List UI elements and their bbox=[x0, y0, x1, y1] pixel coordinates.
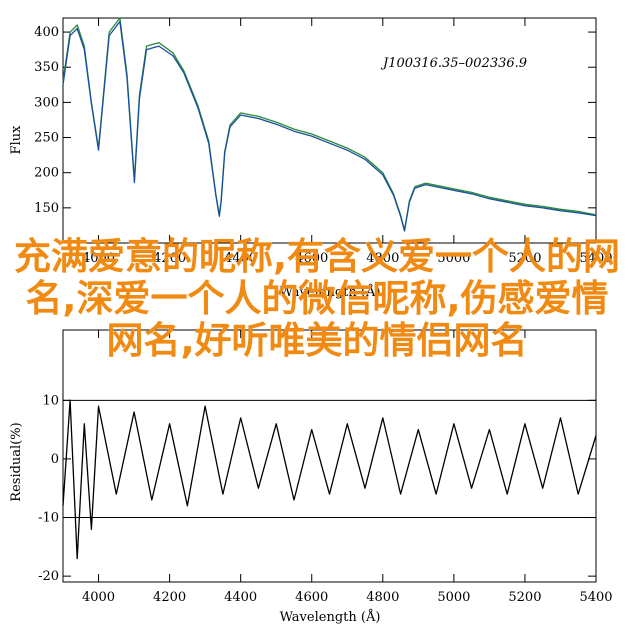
residual-x-axis: 4000 4200 4400 4600 4800 5000 5200 5400 bbox=[82, 330, 613, 605]
flux-x-axis-title: Wavelength (Å) bbox=[280, 284, 381, 300]
flux-y-tick-label: 300 bbox=[34, 95, 59, 110]
residual-y-axis-title: Residual(%) bbox=[9, 422, 24, 501]
flux-x-tick-label: 4000 bbox=[82, 251, 115, 266]
flux-x-tick-label: 4600 bbox=[295, 251, 328, 266]
flux-x-tick-label: 4200 bbox=[153, 251, 186, 266]
residual-series-group bbox=[62, 399, 597, 560]
residual-reference-lines bbox=[63, 399, 596, 519]
flux-series-group bbox=[62, 17, 597, 232]
flux-x-tick-label: 4400 bbox=[224, 251, 257, 266]
residual-x-axis-title: Wavelength (Å) bbox=[280, 609, 381, 625]
residual-y-tick-label: -10 bbox=[38, 511, 59, 526]
residual-y-tick-label: 10 bbox=[42, 393, 59, 408]
flux-x-tick-label: 5400 bbox=[579, 251, 612, 266]
flux-x-tick-label: 4800 bbox=[366, 251, 399, 266]
residual-x-tick-label: 5000 bbox=[437, 590, 470, 605]
residual-panel: -20 -10 0 10 4000 4200 4400 4600 4800 5000 5200 54… bbox=[9, 329, 613, 625]
flux-panel: 150 200 250 300 350 400 4000 4200 4400 4600 4800 5… bbox=[9, 17, 613, 300]
residual-x-tick-label: 4200 bbox=[153, 590, 186, 605]
flux-y-axis: 150 200 250 300 350 400 bbox=[34, 25, 596, 216]
object-id-annotation: J100316.35–002336.9 bbox=[380, 56, 527, 71]
flux-series-line-0 bbox=[62, 17, 597, 231]
residual-x-tick-label: 5400 bbox=[579, 590, 612, 605]
residual-x-tick-label: 5200 bbox=[508, 590, 541, 605]
flux-y-tick-label: 350 bbox=[34, 60, 59, 75]
flux-y-tick-label: 200 bbox=[34, 166, 59, 181]
flux-x-tick-label: 5000 bbox=[437, 251, 470, 266]
flux-y-axis-title: Flux bbox=[9, 125, 24, 155]
flux-y-tick-label: 400 bbox=[34, 25, 59, 40]
residual-y-tick-label: 0 bbox=[51, 452, 59, 467]
residual-plot-frame bbox=[62, 329, 597, 583]
flux-x-axis: 4000 4200 4400 4600 4800 5000 5200 5400 bbox=[82, 18, 613, 266]
overlay-title-text: 充满爱意的昵称,有含义爱一个人的网名,深爱一个人的微信昵称,伤感爱情网名,好听唯… bbox=[13, 235, 621, 362]
residual-series-line-0 bbox=[62, 399, 597, 560]
residual-x-tick-label: 4400 bbox=[224, 590, 257, 605]
residual-x-tick-label: 4000 bbox=[82, 590, 115, 605]
flux-plot-frame bbox=[62, 17, 597, 244]
residual-y-tick-label: -20 bbox=[38, 569, 59, 584]
flux-y-tick-label: 150 bbox=[34, 201, 59, 216]
residual-y-axis: -20 -10 0 10 bbox=[38, 393, 596, 584]
flux-series-line-1 bbox=[62, 20, 597, 232]
residual-x-tick-label: 4800 bbox=[366, 590, 399, 605]
flux-y-tick-label: 250 bbox=[34, 131, 59, 146]
residual-x-tick-label: 4600 bbox=[295, 590, 328, 605]
flux-x-tick-label: 5200 bbox=[508, 251, 541, 266]
